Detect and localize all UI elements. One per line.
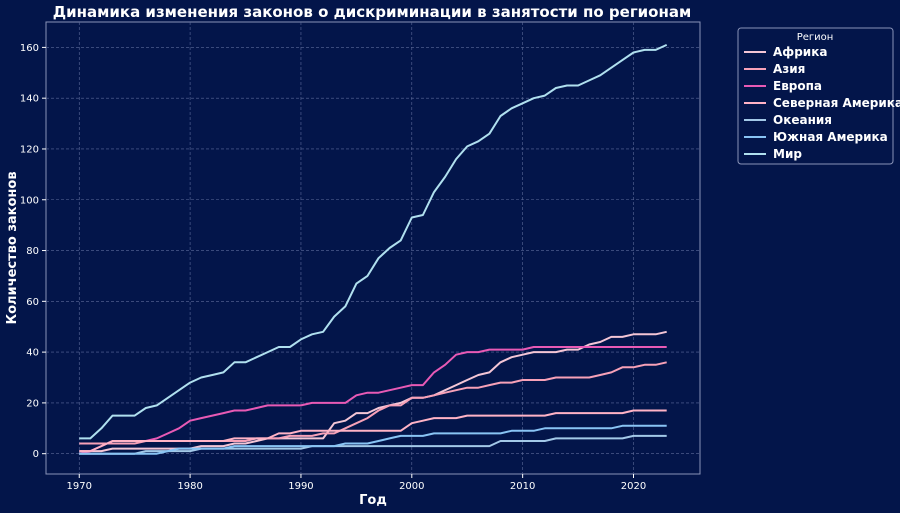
y-tick-label: 80 bbox=[26, 246, 39, 257]
legend: Регион Африка Азия Европа Северная Америка О… bbox=[737, 27, 900, 165]
x-tick-label: 2000 bbox=[399, 481, 424, 492]
legend-label: Южная Америка bbox=[773, 130, 888, 144]
y-tick-label: 160 bbox=[20, 43, 39, 54]
x-tick-label: 2020 bbox=[621, 481, 646, 492]
x-axis-title: Год bbox=[359, 493, 387, 508]
x-tick-label: 1980 bbox=[177, 481, 202, 492]
y-tick-label: 0 bbox=[33, 449, 39, 460]
y-axis-title: Количество законов bbox=[5, 171, 20, 324]
x-tick-label: 1970 bbox=[67, 481, 92, 492]
x-tick-label: 1990 bbox=[288, 481, 313, 492]
legend-label: Северная Америка bbox=[773, 96, 900, 110]
series-line bbox=[79, 43, 668, 440]
series-line bbox=[79, 424, 667, 455]
legend-label: Азия bbox=[773, 62, 805, 76]
legend-label: Океания bbox=[773, 113, 832, 127]
series-line bbox=[79, 434, 667, 455]
legend-label: Африка bbox=[773, 45, 827, 59]
series-line bbox=[79, 409, 667, 453]
y-tick-label: 120 bbox=[20, 144, 39, 155]
grid-lines bbox=[46, 22, 700, 474]
plot-frame bbox=[45, 21, 701, 475]
chart-title: Динамика изменения законов о дискриминац… bbox=[53, 3, 691, 21]
axis-ticks: 1970 1980 1990 2000 2010 2020 0 20 40 60 80 100 120 1… bbox=[20, 43, 646, 492]
series-lines bbox=[79, 43, 668, 455]
legend-title: Регион bbox=[797, 32, 834, 43]
y-tick-label: 40 bbox=[26, 348, 39, 359]
y-tick-label: 20 bbox=[26, 398, 39, 409]
series-line bbox=[79, 346, 667, 455]
legend-label: Мир bbox=[773, 147, 802, 161]
x-tick-label: 2010 bbox=[510, 481, 535, 492]
legend-frame bbox=[737, 27, 894, 165]
y-tick-label: 60 bbox=[26, 297, 39, 308]
y-tick-label: 100 bbox=[20, 195, 39, 206]
y-tick-label: 140 bbox=[20, 94, 39, 105]
legend-items: Африка Азия Европа Северная Америка Океания Ю… bbox=[744, 45, 900, 161]
legend-label: Европа bbox=[773, 79, 822, 93]
